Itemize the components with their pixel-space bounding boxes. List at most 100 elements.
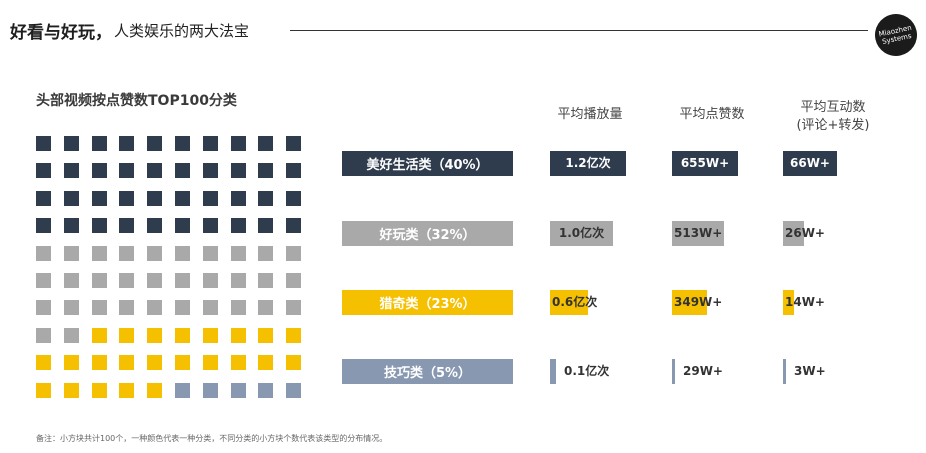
waffle-cell-lifestyle: [230, 163, 246, 179]
category-label-skill: 技巧类（5%）: [342, 359, 513, 384]
waffle-cell-lifestyle: [202, 163, 218, 179]
waffle-cell-lifestyle: [175, 218, 190, 234]
waffle-cell-lifestyle: [119, 136, 135, 151]
category-label-fun: 好玩类（32%）: [342, 221, 513, 246]
waffle-cell-curious: [119, 355, 135, 371]
waffle-cell-lifestyle: [147, 136, 163, 151]
waffle-cell-fun: [230, 300, 246, 316]
value-label-plays-skill: 0.1亿次: [564, 364, 610, 378]
waffle-cell-lifestyle: [147, 218, 163, 234]
waffle-cell-fun: [230, 245, 246, 261]
category-label-lifestyle: 美好生活类（40%）: [342, 151, 513, 176]
waffle-cell-lifestyle: [119, 163, 135, 179]
bar-plays-skill: [550, 359, 556, 384]
waffle-cell-lifestyle: [286, 218, 302, 234]
waffle-cell-curious: [230, 355, 246, 371]
column-header-plays: 平均播放量: [557, 107, 623, 122]
waffle-cell-fun: [202, 300, 218, 316]
waffle-cell-curious: [91, 382, 107, 398]
waffle-cell-lifestyle: [202, 190, 218, 206]
waffle-cell-lifestyle: [63, 163, 79, 179]
waffle-cell-curious: [202, 355, 218, 371]
waffle-cell-skill: [286, 382, 302, 398]
bar-likes-fun: [672, 221, 724, 246]
waffle-cell-lifestyle: [36, 163, 51, 179]
waffle-cell-fun: [202, 273, 218, 288]
bar-likes-lifestyle: [672, 151, 738, 176]
waffle-cell-fun: [63, 300, 79, 316]
waffle-cell-lifestyle: [91, 163, 107, 179]
waffle-cell-curious: [119, 327, 135, 343]
waffle-cell-lifestyle: [63, 218, 79, 234]
waffle-cell-fun: [175, 300, 190, 316]
waffle-cell-fun: [36, 300, 51, 316]
waffle-cell-fun: [286, 245, 302, 261]
waffle-cell-fun: [119, 273, 135, 288]
waffle-cell-curious: [286, 355, 302, 371]
waffle-cell-fun: [175, 245, 190, 261]
waffle-cell-fun: [230, 273, 246, 288]
waffle-cell-curious: [36, 355, 51, 371]
waffle-cell-fun: [258, 273, 274, 288]
waffle-cell-lifestyle: [91, 190, 107, 206]
waffle-cell-curious: [175, 355, 190, 371]
category-label-curious: 猎奇类（23%）: [342, 290, 513, 315]
waffle-cell-skill: [258, 382, 274, 398]
footnote: 备注：小方块共计100个，一种颜色代表一种分类，不同分类的小方块个数代表该类型的…: [36, 434, 388, 443]
waffle-cell-lifestyle: [230, 136, 246, 151]
bar-plays-fun: [550, 221, 613, 246]
value-label-interactions-skill: 3W+: [794, 364, 826, 378]
waffle-cell-curious: [286, 327, 302, 343]
waffle-cell-fun: [147, 245, 163, 261]
waffle-cell-curious: [119, 382, 135, 398]
value-label-likes-lifestyle: 655W+: [680, 156, 730, 170]
waffle-cell-fun: [63, 327, 79, 343]
page-title-bold: 好看与好玩，: [10, 23, 112, 43]
waffle-cell-lifestyle: [91, 136, 107, 151]
waffle-cell-lifestyle: [258, 218, 274, 234]
column-header-interactions: 平均互动数: [800, 100, 866, 115]
value-label-interactions-curious: 14W+: [785, 295, 825, 309]
waffle-cell-lifestyle: [175, 190, 190, 206]
waffle-cell-lifestyle: [119, 190, 135, 206]
waffle-cell-fun: [286, 300, 302, 316]
brand-logo: Miaozhen Systems: [871, 10, 921, 60]
bar-interactions-fun: [783, 221, 804, 246]
waffle-cell-curious: [91, 327, 107, 343]
waffle-cell-lifestyle: [175, 136, 190, 151]
waffle-cell-fun: [63, 273, 79, 288]
waffle-cell-lifestyle: [63, 136, 79, 151]
waffle-cell-lifestyle: [202, 136, 218, 151]
waffle-cell-curious: [258, 327, 274, 343]
waffle-cell-lifestyle: [258, 136, 274, 151]
value-label-likes-fun: 513W+: [674, 226, 723, 240]
waffle-cell-lifestyle: [286, 190, 302, 206]
column-header-interactions-note: (评论+转发): [796, 118, 870, 133]
waffle-cell-curious: [91, 355, 107, 371]
waffle-cell-lifestyle: [147, 163, 163, 179]
bar-interactions-lifestyle: [783, 151, 837, 176]
waffle-cell-curious: [63, 382, 79, 398]
bar-interactions-curious: [783, 290, 794, 315]
bar-likes-skill: [672, 359, 675, 384]
waffle-cell-fun: [36, 245, 51, 261]
waffle-cell-lifestyle: [91, 218, 107, 234]
waffle-cell-lifestyle: [258, 190, 274, 206]
waffle-cell-fun: [147, 300, 163, 316]
bar-interactions-skill: [783, 359, 786, 384]
waffle-cell-skill: [202, 382, 218, 398]
waffle-cell-lifestyle: [286, 136, 302, 151]
waffle-cell-fun: [258, 300, 274, 316]
waffle-cell-curious: [258, 355, 274, 371]
waffle-cell-lifestyle: [147, 190, 163, 206]
waffle-cell-fun: [91, 300, 107, 316]
value-label-plays-lifestyle: 1.2亿次: [565, 156, 611, 170]
waffle-cell-lifestyle: [286, 163, 302, 179]
waffle-cell-fun: [147, 273, 163, 288]
page-title: 人类娱乐的两大法宝: [114, 22, 250, 40]
value-label-likes-curious: 349W+: [674, 295, 723, 309]
value-label-likes-skill: 29W+: [683, 364, 723, 378]
value-label-interactions-fun: 26W+: [785, 226, 825, 240]
waffle-cell-fun: [36, 273, 51, 288]
waffle-cell-fun: [63, 245, 79, 261]
